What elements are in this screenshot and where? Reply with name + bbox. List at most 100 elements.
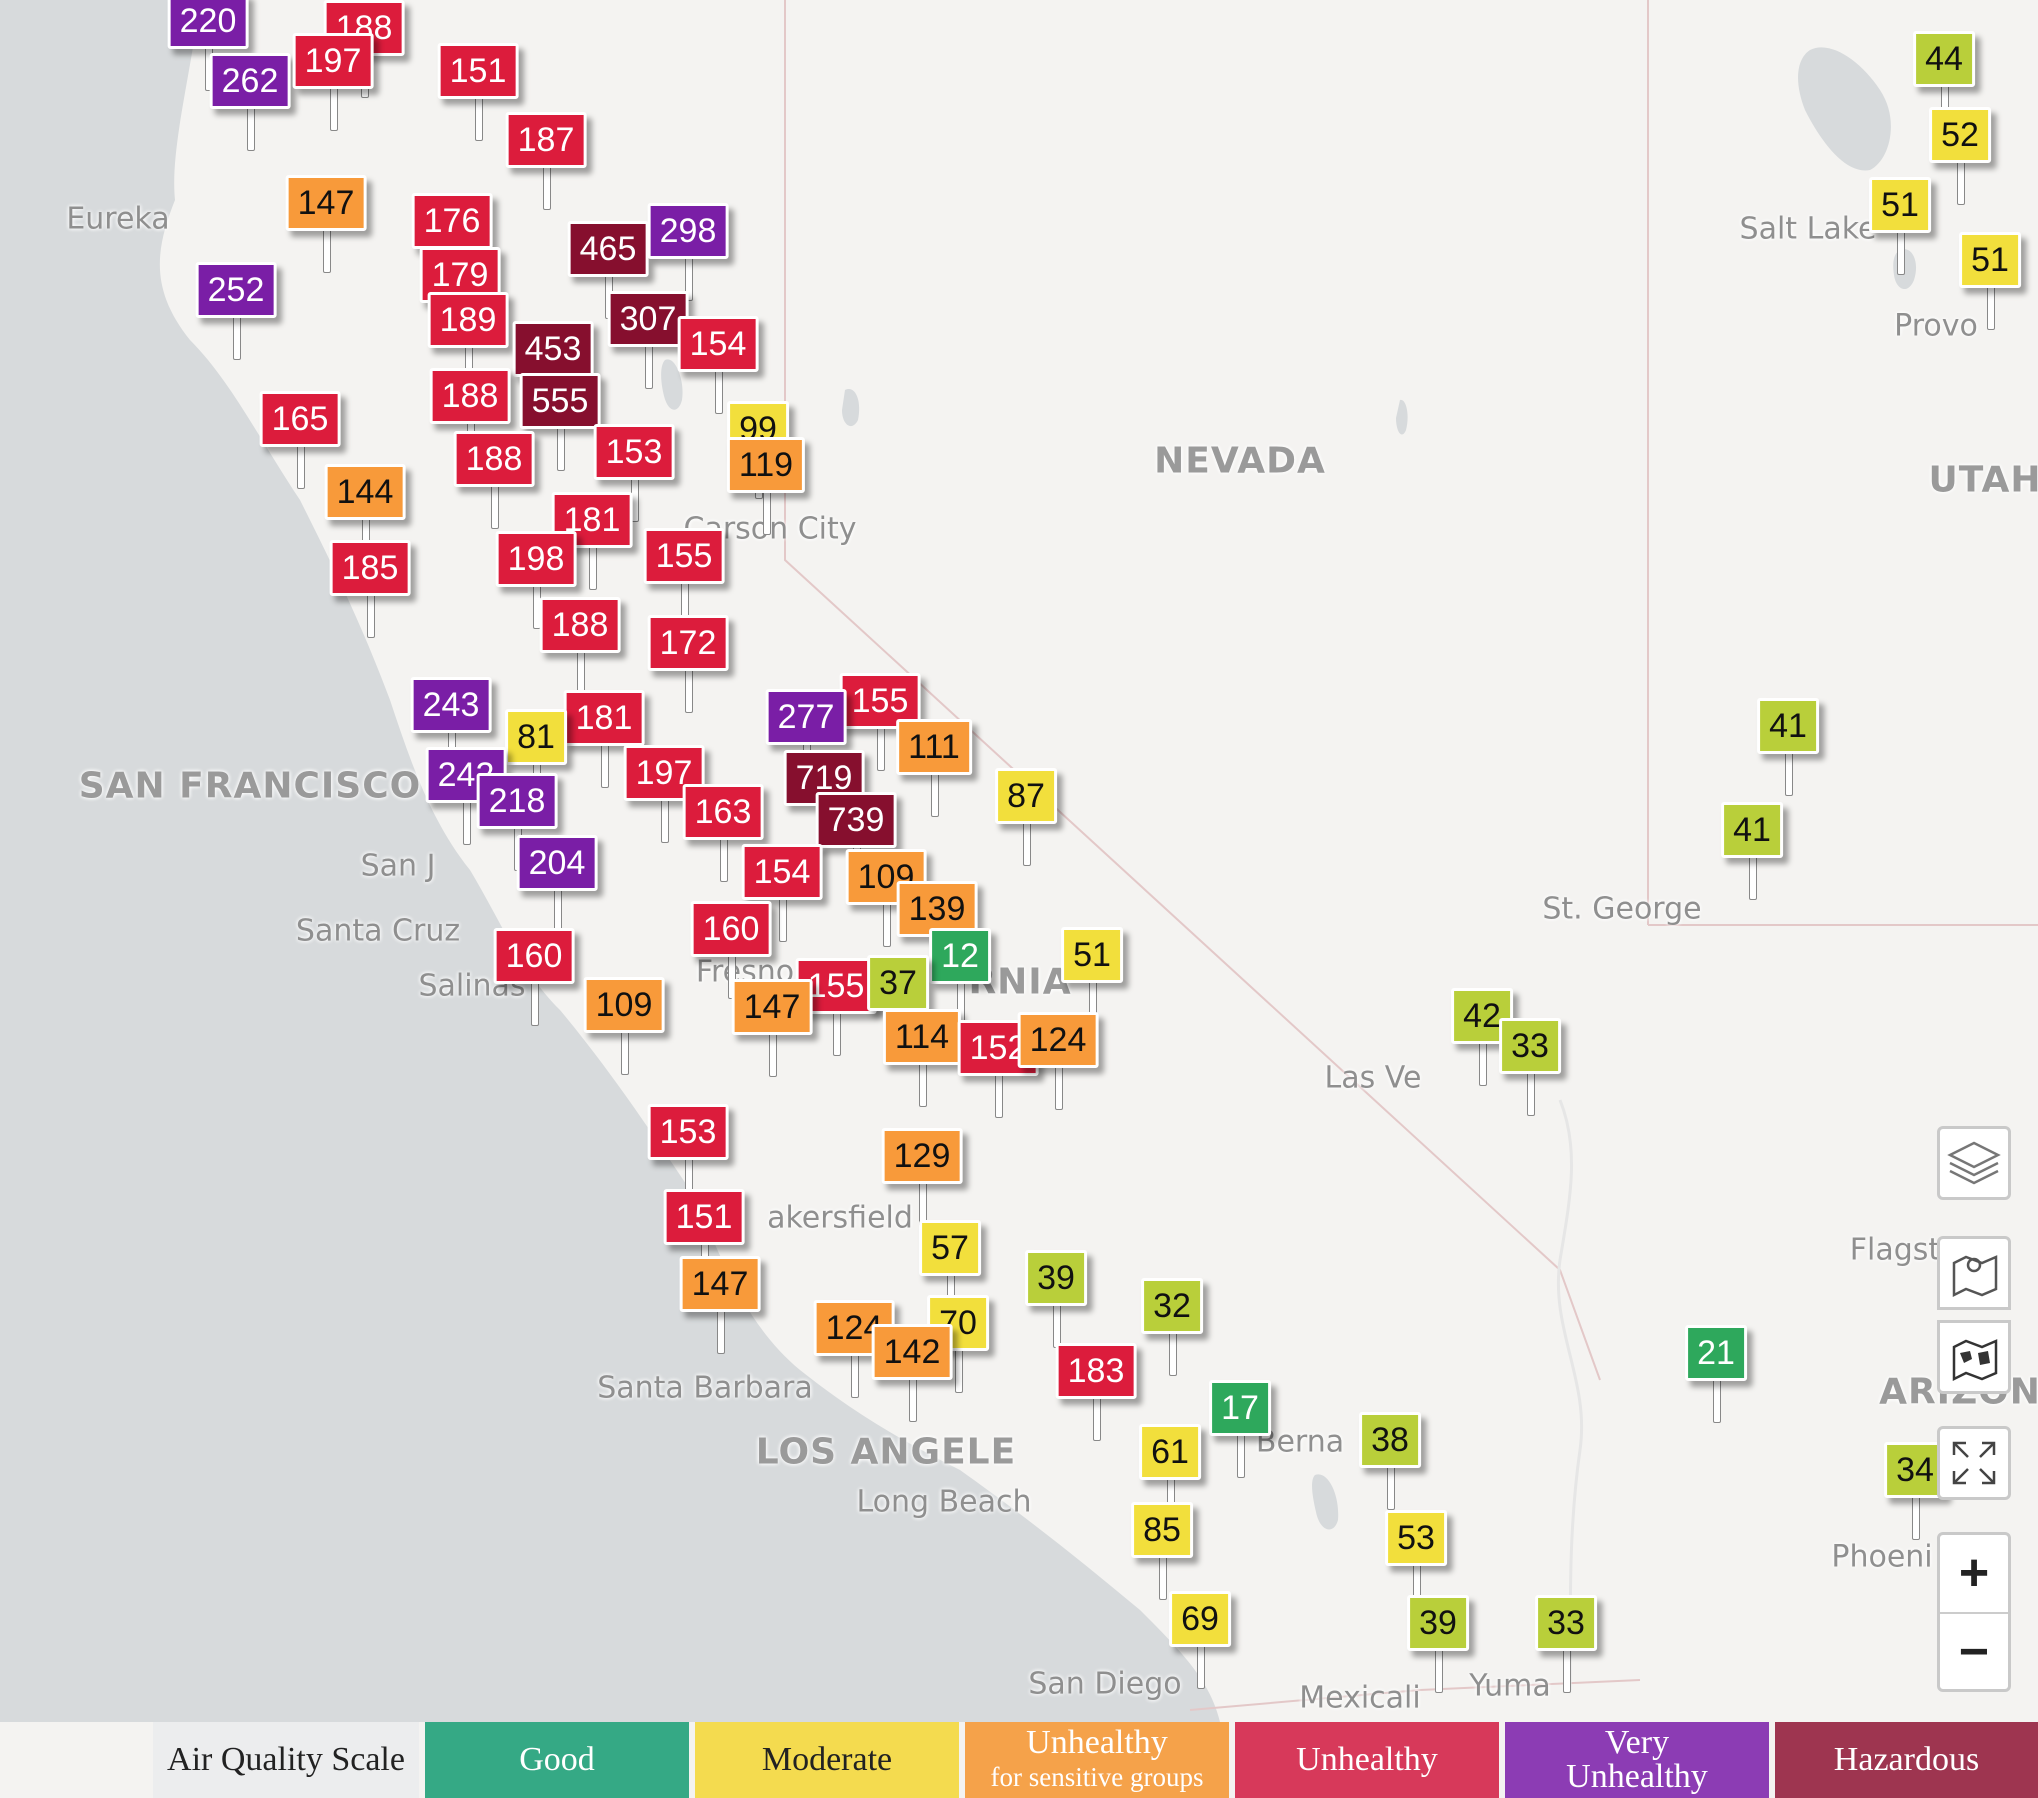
place-label-long-beach: Long Beach <box>856 1484 1032 1520</box>
marker-pole <box>323 227 331 273</box>
aqi-value: 61 <box>1139 1424 1201 1480</box>
aqi-value: 252 <box>195 262 277 318</box>
place-label-san-diego: San Diego <box>1028 1666 1182 1702</box>
marker-pole <box>1093 1395 1101 1441</box>
marker-pole <box>554 887 562 933</box>
marker-pole <box>621 1029 629 1075</box>
aqi-value: 81 <box>505 709 567 765</box>
marker-pole <box>883 901 891 947</box>
aqi-value: 160 <box>690 901 772 957</box>
colorado-river <box>1556 1099 1584 1691</box>
legend-label: Good <box>519 1741 595 1778</box>
aqi-value: 147 <box>731 979 813 1035</box>
aqi-value: 85 <box>1131 1502 1193 1558</box>
aqi-value: 555 <box>519 373 601 429</box>
marker-pole <box>645 343 653 389</box>
place-label-san-jose: San J <box>360 848 436 884</box>
world-map-icon <box>1952 1339 1998 1382</box>
marker-pole <box>833 1010 841 1056</box>
aqi-value: 51 <box>1061 927 1123 983</box>
marker-pole <box>995 1072 1003 1118</box>
place-label-yuma: Yuma <box>1469 1668 1551 1704</box>
legend-usg: Unhealthy for sensitive groups <box>965 1722 1229 1798</box>
great-salt-lake <box>1798 47 1891 171</box>
place-label-st-george: St. George <box>1542 891 1702 927</box>
aqi-value: 198 <box>495 531 577 587</box>
marker-pole <box>877 725 885 771</box>
place-label-salt-lake: Salt Lake <box>1739 211 1877 247</box>
aqi-value: 165 <box>259 391 341 447</box>
aqi-value: 119 <box>726 437 806 493</box>
aqi-value: 38 <box>1359 1412 1421 1468</box>
legend-label: Hazardous <box>1833 1741 1980 1778</box>
aqi-value: 52 <box>1929 107 1991 163</box>
fullscreen-button[interactable] <box>1937 1426 2011 1500</box>
lake-tahoe <box>661 359 683 410</box>
marker-pole <box>297 443 305 489</box>
aqi-value: 70 <box>927 1295 989 1351</box>
legend-good: Good <box>425 1722 689 1798</box>
layers-icon <box>1947 1141 2001 1185</box>
marker-pole <box>769 1031 777 1077</box>
aqi-value: 37 <box>867 955 929 1011</box>
aqi-value: 154 <box>741 844 823 900</box>
marker-pole <box>1387 1464 1395 1510</box>
marker-pole <box>475 95 483 141</box>
air-quality-legend: Air Quality Scale Good Moderate Unhealthy f… <box>0 1722 2038 1798</box>
marker-pole <box>1159 1554 1167 1600</box>
marker-pole <box>1479 1040 1487 1086</box>
marker-pole <box>601 742 609 788</box>
aqi-value: 33 <box>1535 1595 1597 1651</box>
aqi-value: 87 <box>995 768 1057 824</box>
aqi-value: 155 <box>643 528 725 584</box>
aqi-value: 453 <box>512 321 594 377</box>
marker-pole <box>557 425 565 471</box>
legend-label: Unhealthy <box>1296 1741 1438 1778</box>
marker-pole <box>955 1347 963 1393</box>
aqi-value: 160 <box>493 928 575 984</box>
world-map-button[interactable] <box>1937 1320 2011 1394</box>
aqi-value: 142 <box>871 1324 953 1380</box>
marker-pole <box>247 105 255 151</box>
place-label-mexicali: Mexicali <box>1299 1680 1421 1716</box>
aqi-value: 298 <box>647 203 729 259</box>
marker-pole <box>1957 159 1965 205</box>
legend-very_unhealthy: Very Unhealthy <box>1505 1722 1769 1798</box>
zoom-in-button[interactable]: + <box>1940 1535 2008 1614</box>
marker-pole <box>1713 1377 1721 1423</box>
marker-pole <box>1435 1647 1443 1693</box>
place-label-santa-cruz: Santa Cruz <box>295 913 461 949</box>
zoom-out-button[interactable]: − <box>1958 1623 1990 1681</box>
aqi-value: 188 <box>539 597 621 653</box>
walker-lake <box>1396 399 1408 435</box>
aqi-value: 114 <box>882 1009 962 1065</box>
aqi-value: 33 <box>1499 1018 1561 1074</box>
aqi-value: 12 <box>929 928 991 984</box>
map-pin-button[interactable] <box>1937 1236 2011 1310</box>
marker-pole <box>1237 1432 1245 1478</box>
pyramid-lake <box>842 389 860 427</box>
aqi-value: 465 <box>567 221 649 277</box>
aqi-value: 188 <box>453 431 535 487</box>
aqi-value: 185 <box>329 540 411 596</box>
aqi-value: 151 <box>663 1189 745 1245</box>
marker-pole <box>1912 1494 1920 1540</box>
aqi-value: 124 <box>1017 1012 1099 1068</box>
salton-sea <box>1312 1474 1339 1530</box>
layers-button[interactable] <box>1937 1126 2011 1200</box>
legend-label: Moderate <box>761 1741 893 1778</box>
place-label-phoenix: Phoeni <box>1831 1539 1933 1575</box>
legend-hazardous: Hazardous <box>1775 1722 2038 1798</box>
legend-sublabel: for sensitive groups <box>990 1762 1204 1792</box>
aqi-value: 21 <box>1685 1325 1747 1381</box>
aqi-value: 144 <box>324 464 406 520</box>
aqi-value: 187 <box>505 112 587 168</box>
marker-pole <box>931 771 939 817</box>
aqi-value: 243 <box>410 677 492 733</box>
aqi-value: 39 <box>1025 1250 1087 1306</box>
legend-sublabel: Unhealthy <box>1566 1758 1708 1795</box>
aqi-value: 17 <box>1209 1380 1271 1436</box>
legend-label: Unhealthy <box>1026 1724 1168 1761</box>
aqi-value: 204 <box>516 835 598 891</box>
